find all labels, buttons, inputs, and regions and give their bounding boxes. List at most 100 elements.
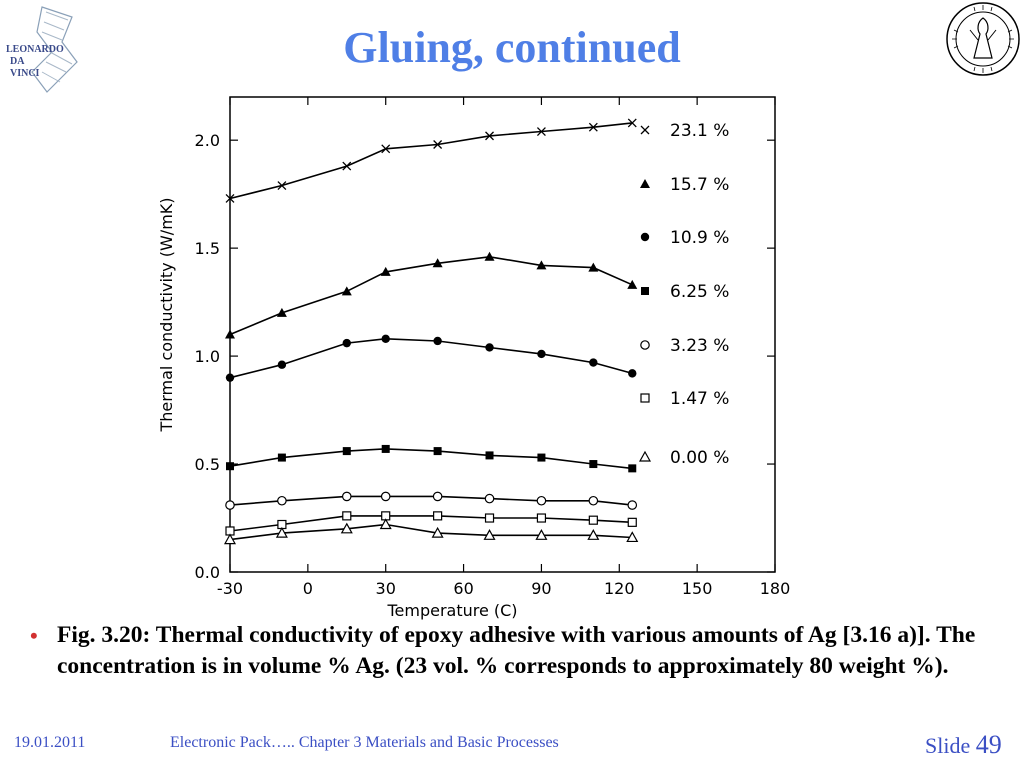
series-line: [229, 515, 633, 532]
legend-marker: [638, 450, 652, 462]
data-point: [589, 460, 598, 469]
legend-label: 1.47 %: [670, 389, 729, 409]
legend-marker: [640, 232, 650, 242]
x-tick-label: 120: [604, 579, 635, 598]
bullet-icon: •: [30, 623, 38, 648]
legend-label: 15.7 %: [670, 175, 729, 195]
legend-label: 3.23 %: [670, 336, 729, 356]
legend-marker: [640, 125, 650, 135]
slide-title: Gluing, continued: [343, 23, 681, 72]
logo-line-1: LEONARDO: [6, 44, 64, 55]
series-line: [229, 495, 633, 506]
y-tick-label: 0.5: [195, 455, 220, 474]
data-point: [225, 500, 235, 510]
logo-line-3: VINCI: [10, 68, 40, 79]
data-point: [628, 464, 637, 473]
data-point: [588, 122, 598, 132]
data-point: [485, 343, 494, 352]
data-point: [536, 260, 547, 270]
data-point: [381, 144, 391, 154]
data-point: [223, 533, 237, 545]
legend-label: 0.00 %: [670, 448, 729, 468]
leonardo-da-vinci-logo: LEONARDO DA VINCI: [2, 2, 80, 102]
data-point: [225, 373, 235, 382]
footer-date: 19.01.2011: [14, 734, 86, 751]
y-tick-label: 0.0: [195, 563, 220, 582]
y-tick-label: 1.0: [195, 347, 220, 366]
footer-course-title: Electronic Pack….. Chapter 3 Materials a…: [170, 734, 559, 751]
y-axis-label: Thermal conductivity (W/mK): [157, 197, 176, 432]
data-point: [225, 194, 235, 203]
data-point: [588, 495, 599, 506]
data-point: [588, 262, 599, 272]
y-tick-label: 1.5: [195, 239, 220, 258]
legend-marker: [640, 179, 650, 188]
data-point: [277, 181, 287, 190]
data-point: [276, 307, 287, 317]
x-tick-label: 0: [303, 579, 313, 598]
caption-text: Fig. 3.20: Thermal conductivity of epoxy…: [57, 622, 976, 679]
data-point: [380, 266, 391, 276]
data-point: [341, 286, 352, 296]
data-point: [627, 517, 637, 527]
data-point: [275, 526, 288, 538]
data-point: [381, 334, 390, 344]
slide-number: 49: [975, 730, 1002, 759]
data-point: [627, 279, 638, 289]
legend-marker: [640, 393, 650, 403]
data-point: [485, 131, 494, 141]
data-point: [627, 500, 638, 510]
data-point: [277, 453, 286, 462]
series-line: [229, 523, 633, 541]
data-point: [432, 258, 443, 268]
data-point: [484, 493, 495, 504]
university-seal-logo: [944, 0, 1022, 78]
y-tick-label: 2.0: [195, 131, 220, 150]
data-point: [225, 329, 235, 339]
data-point: [628, 369, 637, 378]
x-tick-label: 30: [376, 579, 396, 598]
data-point: [432, 491, 443, 502]
data-point: [535, 529, 548, 540]
data-point: [536, 495, 547, 506]
data-point: [627, 118, 637, 128]
series-line: [229, 122, 633, 200]
data-point: [433, 447, 442, 456]
x-axis-label: Temperature (C): [386, 601, 517, 620]
x-tick-label: 150: [682, 579, 713, 598]
data-point: [588, 515, 598, 525]
series-line: [229, 255, 633, 336]
legend-label: 23.1 %: [670, 121, 729, 141]
x-tick-label: 60: [453, 579, 473, 598]
data-point: [277, 495, 287, 506]
figure-caption: • Fig. 3.20: Thermal conductivity of epo…: [30, 620, 980, 682]
data-point: [483, 529, 496, 540]
data-point: [433, 511, 443, 521]
data-point: [485, 451, 494, 460]
x-tick-label: 90: [531, 579, 551, 598]
data-point: [536, 127, 546, 137]
data-point: [433, 336, 442, 346]
data-point: [537, 453, 546, 462]
data-point: [484, 513, 495, 523]
logo-line-2: DA: [10, 56, 25, 67]
data-point: [381, 444, 390, 453]
data-point: [277, 360, 287, 369]
legend-label: 10.9 %: [670, 228, 729, 248]
thermal-conductivity-chart: -30 0 30 60 90 120 150 180 0.0 0.5 1.0 1.5 2.0 Temper…: [150, 92, 790, 622]
series-line: [229, 337, 633, 379]
x-tick-label: 180: [760, 579, 790, 598]
series-line: [229, 448, 633, 470]
data-point: [433, 140, 443, 149]
legend-label: 6.25 %: [670, 282, 729, 302]
x-tick-label: -30: [217, 579, 243, 598]
legend-marker: [640, 340, 650, 350]
data-point: [341, 491, 352, 502]
data-point: [226, 462, 234, 471]
footer-slide-number: Slide 49: [925, 730, 1002, 760]
data-point: [537, 349, 546, 359]
data-point: [484, 251, 495, 261]
data-point: [626, 531, 639, 543]
data-point: [342, 161, 352, 171]
plot-frame: [229, 96, 776, 573]
